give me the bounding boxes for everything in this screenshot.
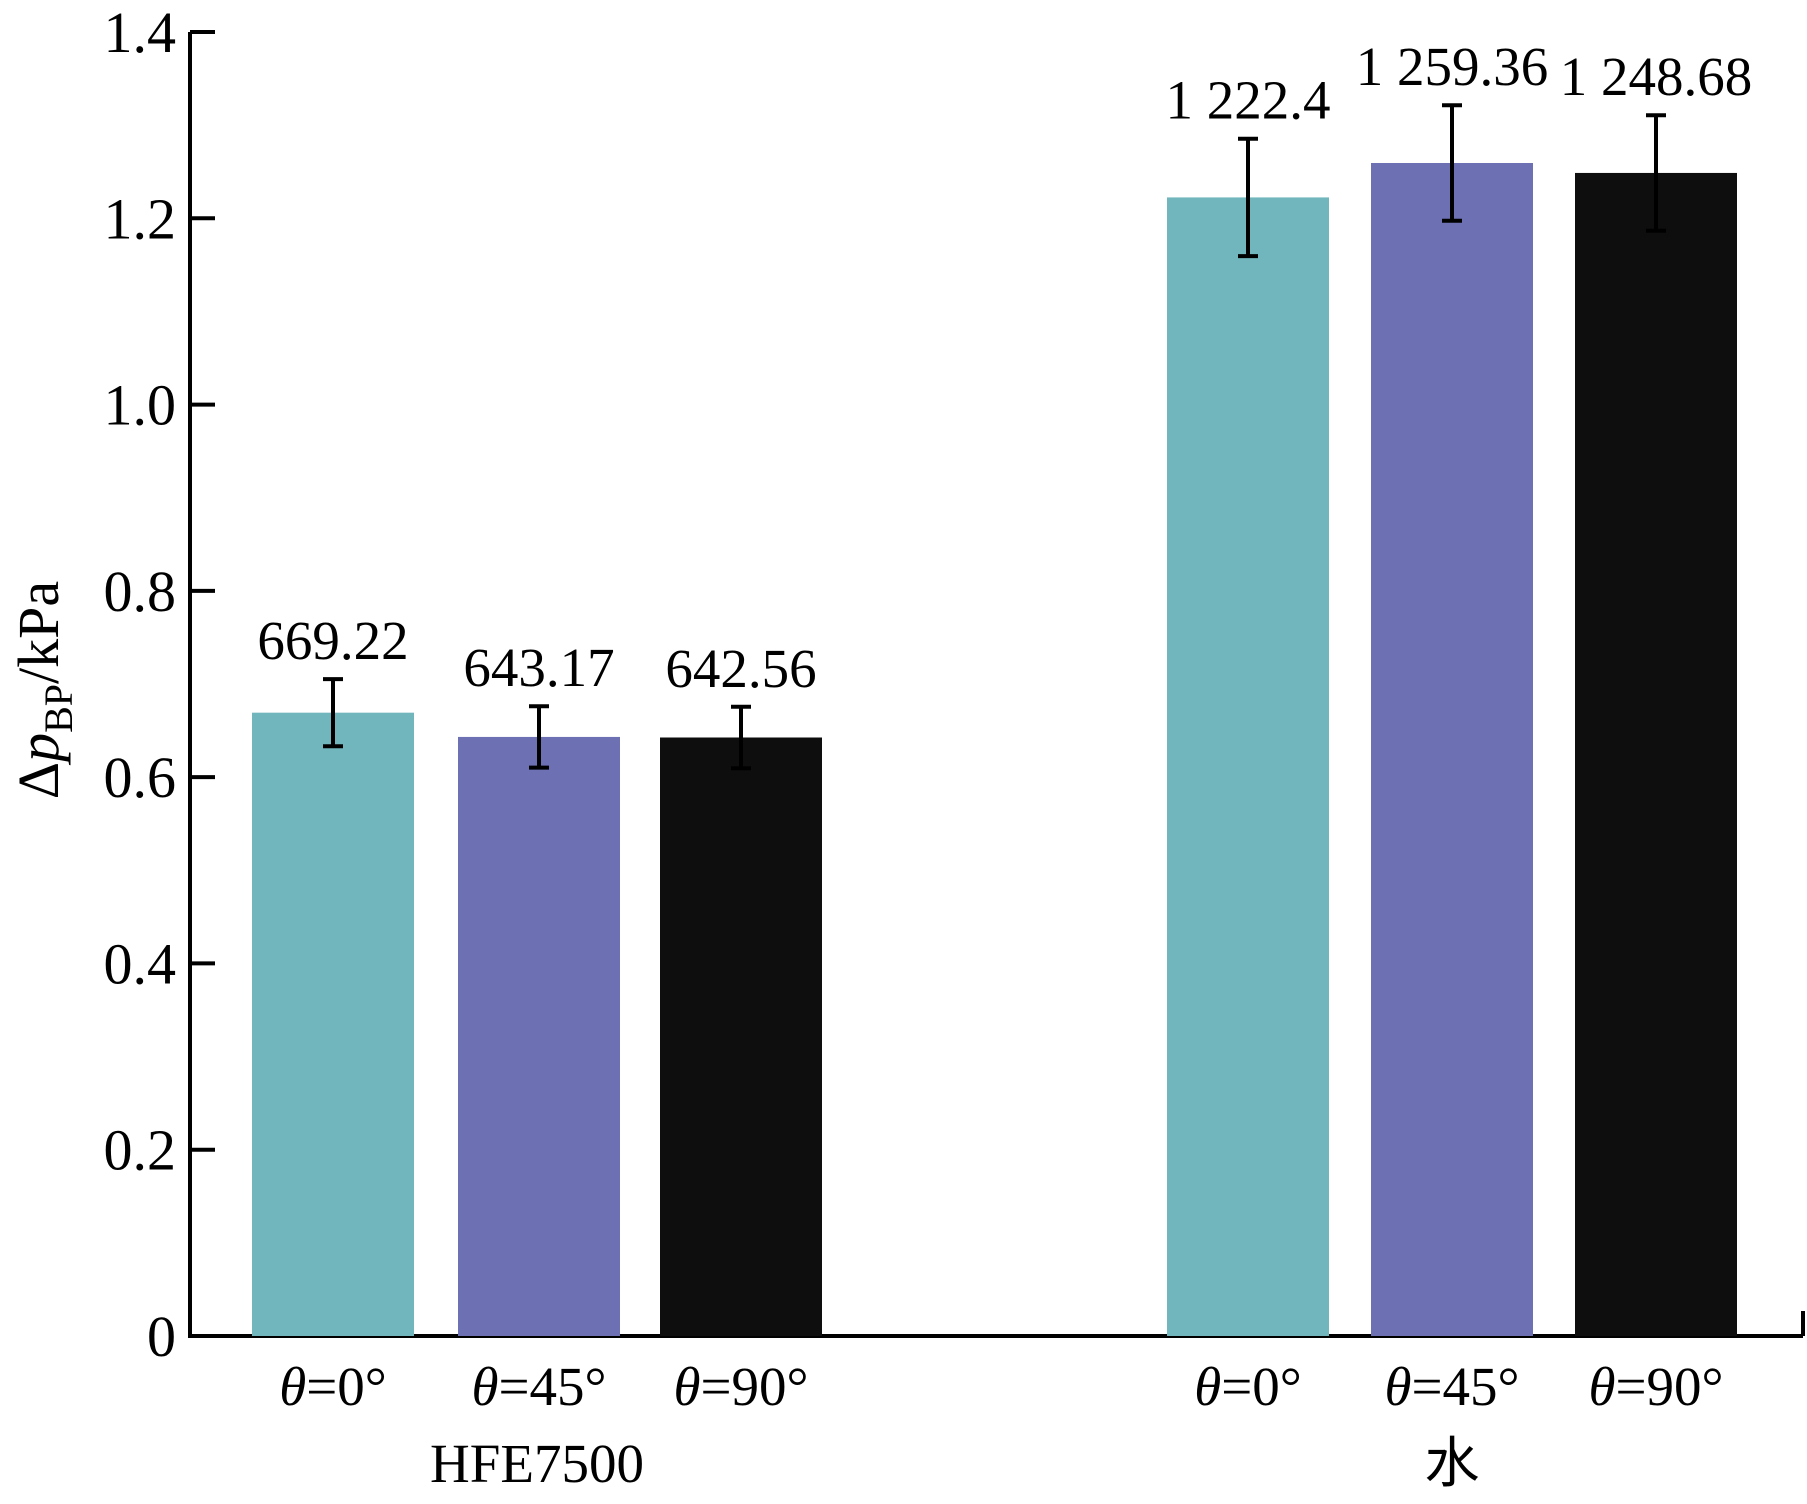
error-bar: [1442, 103, 1462, 223]
error-bar: [1238, 136, 1258, 259]
axes: 0 0.2 0.4 0.6 0.8 1.0 1.2 1.4: [104, 0, 1805, 1369]
data-label: 643.17: [463, 637, 614, 698]
bar: [1167, 197, 1329, 1336]
y-axis-label-symbol: p: [6, 733, 71, 766]
x-tick-label-text: =45°: [499, 1356, 607, 1417]
x-tick-label: θ=0°: [1194, 1356, 1302, 1417]
x-tick-label: θ=0°: [279, 1356, 387, 1417]
x-tick-label: θ=90°: [673, 1356, 808, 1417]
theta-symbol: θ: [673, 1356, 700, 1417]
y-tick-label: 0.4: [104, 931, 177, 996]
y-axis-label-unit: /kPa: [6, 581, 71, 684]
error-bar: [731, 704, 751, 771]
y-tick-label: 1.2: [104, 186, 177, 251]
theta-symbol: θ: [1384, 1356, 1411, 1417]
bar: [1371, 162, 1533, 1337]
group-label: 水: [1424, 1433, 1479, 1494]
y-axis-label-delta: Δ: [6, 762, 71, 799]
x-tick-label-text: =0°: [306, 1356, 387, 1417]
y-axis-label-subscript: BP: [36, 684, 81, 733]
y-tick-label: 0.2: [104, 1118, 177, 1183]
bar: [1575, 172, 1737, 1337]
bar: [660, 737, 822, 1336]
bars: 669.22θ=0°643.17θ=45°642.56θ=90°HFE75001…: [252, 36, 1752, 1494]
theta-symbol: θ: [279, 1356, 306, 1417]
data-label: 1 248.68: [1560, 46, 1753, 107]
x-tick-label-text: =90°: [701, 1356, 809, 1417]
x-tick-label: θ=45°: [471, 1356, 606, 1417]
data-label: 1 222.4: [1166, 70, 1331, 131]
error-bar: [323, 677, 343, 749]
x-tick-label-text: =0°: [1221, 1356, 1302, 1417]
y-tick-label: 1.0: [104, 373, 177, 438]
data-label: 642.56: [665, 638, 816, 699]
x-tick-label: θ=45°: [1384, 1356, 1519, 1417]
x-tick-label-text: =45°: [1412, 1356, 1520, 1417]
theta-symbol: θ: [1588, 1356, 1615, 1417]
error-bar: [1646, 113, 1666, 233]
x-tick-label: θ=90°: [1588, 1356, 1723, 1417]
y-tick-label: 0.8: [104, 559, 177, 624]
y-tick-label: 1.4: [104, 0, 177, 65]
x-tick-label-text: =90°: [1616, 1356, 1724, 1417]
theta-symbol: θ: [1194, 1356, 1221, 1417]
y-tick-label: 0.6: [104, 745, 177, 810]
group-label: HFE7500: [430, 1433, 644, 1494]
y-tick-label: 0: [147, 1304, 176, 1369]
bar: [458, 736, 620, 1336]
bar: [252, 712, 414, 1336]
data-label: 1 259.36: [1356, 36, 1549, 97]
error-bar: [529, 704, 549, 770]
theta-symbol: θ: [471, 1356, 498, 1417]
data-label: 669.22: [257, 610, 408, 671]
y-axis-label: ΔpBP/kPa: [6, 581, 81, 799]
